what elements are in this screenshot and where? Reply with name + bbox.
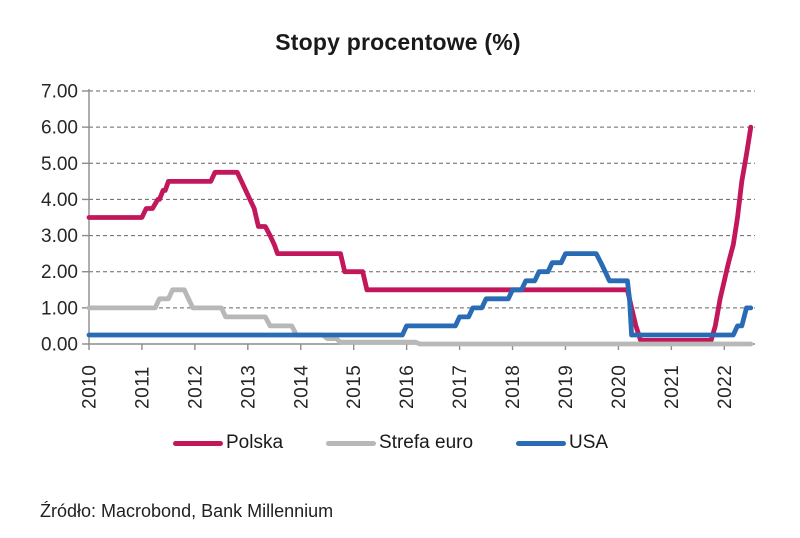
svg-text:2019: 2019 <box>556 365 577 409</box>
legend-item-usa: USA <box>516 431 608 455</box>
svg-text:2016: 2016 <box>397 365 418 409</box>
legend-item-strefa-euro: Strefa euro <box>326 431 473 455</box>
svg-text:2022: 2022 <box>715 365 736 409</box>
svg-text:2020: 2020 <box>609 365 630 409</box>
legend-label: Strefa euro <box>379 432 474 453</box>
svg-text:2012: 2012 <box>185 365 206 409</box>
x-axis-labels: 2010 2011 2012 2013 2014 2015 2016 2017 2018 2019… <box>80 344 736 409</box>
series-line-strefa-euro <box>86 287 754 347</box>
series-line-usa <box>86 251 754 338</box>
svg-text:4.00: 4.00 <box>41 190 78 211</box>
legend-swatch-icon <box>516 440 567 446</box>
svg-text:2018: 2018 <box>503 365 524 409</box>
svg-text:0.00: 0.00 <box>41 335 78 356</box>
svg-text:2014: 2014 <box>291 365 312 409</box>
gridlines <box>89 90 755 309</box>
source-note: Źródło: Macrobond, Bank Millennium <box>40 501 334 521</box>
svg-text:3.00: 3.00 <box>41 226 78 247</box>
svg-text:2010: 2010 <box>80 365 101 409</box>
series-line-polska <box>86 124 754 343</box>
legend-swatch-icon <box>326 440 377 446</box>
legend-label: Polska <box>226 432 284 453</box>
legend-swatch-icon <box>173 440 223 446</box>
svg-text:1.00: 1.00 <box>41 298 78 319</box>
svg-text:2021: 2021 <box>662 365 683 409</box>
svg-text:6.00: 6.00 <box>41 118 78 139</box>
chart-title: Stopy procentowe (%) <box>275 29 521 55</box>
legend-item-polska: Polska <box>173 431 283 455</box>
svg-text:2015: 2015 <box>344 365 365 409</box>
svg-text:2011: 2011 <box>132 366 153 409</box>
svg-text:7.00: 7.00 <box>41 82 78 103</box>
svg-text:5.00: 5.00 <box>41 154 78 175</box>
svg-text:2013: 2013 <box>238 365 259 409</box>
y-axis-labels: 7.00 6.00 5.00 4.00 3.00 2.00 1.00 0.00 <box>41 82 89 356</box>
chart-legend: Polska Strefa euro USA <box>173 431 608 455</box>
svg-text:2.00: 2.00 <box>41 262 78 283</box>
svg-text:2017: 2017 <box>450 365 471 409</box>
legend-label: USA <box>569 432 609 453</box>
